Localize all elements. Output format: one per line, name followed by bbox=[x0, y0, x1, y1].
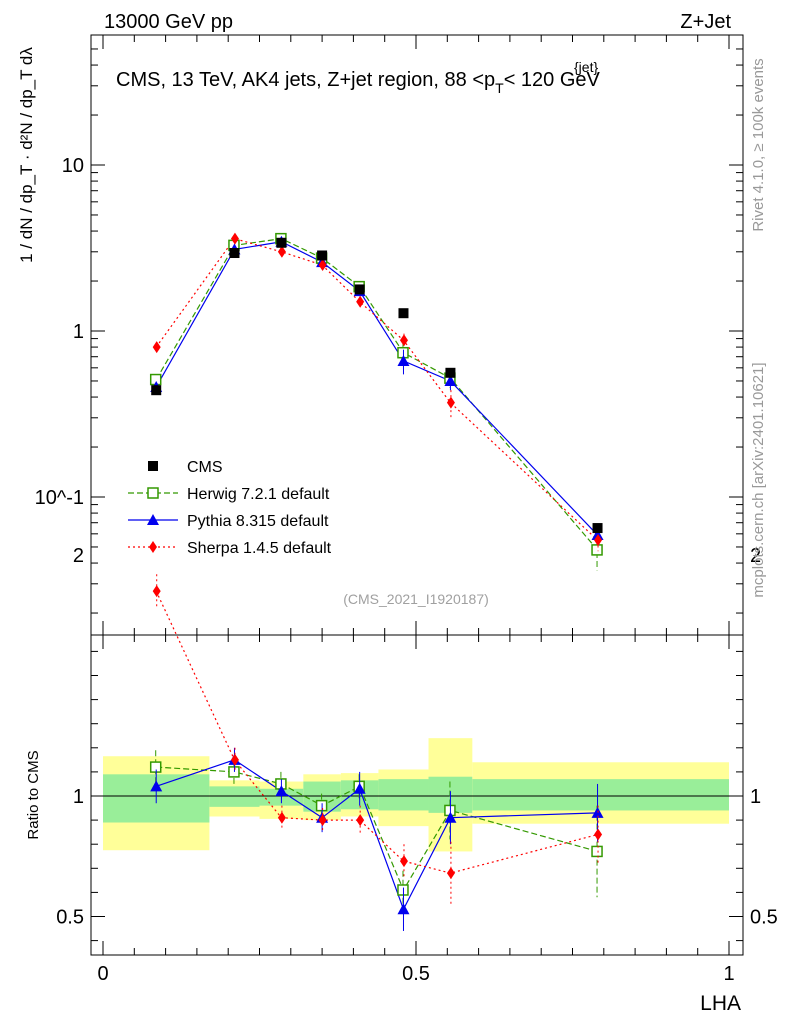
cms-data-point bbox=[592, 523, 603, 534]
pythia-main-point bbox=[444, 374, 457, 386]
analysis-watermark: (CMS_2021_I1920187) bbox=[343, 591, 489, 607]
chart-title-tail: < 120 GeV bbox=[504, 69, 601, 91]
sherpa-ratio-line bbox=[155, 590, 598, 874]
header-left: 13000 GeV pp bbox=[104, 11, 233, 33]
ratio-stat-band bbox=[472, 779, 729, 811]
sherpa-ratio-point bbox=[356, 814, 365, 827]
sherpa-main-point bbox=[356, 295, 365, 308]
pythia-ratio-point bbox=[353, 782, 366, 794]
ratio-y-tick-label: 0.5 bbox=[750, 907, 778, 929]
legend-label: Pythia 8.315 default bbox=[187, 513, 329, 530]
series-lines bbox=[155, 237, 598, 911]
ratio-stat-band bbox=[378, 779, 429, 811]
cms-data-point bbox=[317, 250, 328, 261]
cms-data-point bbox=[276, 237, 287, 248]
sherpa-main-line bbox=[155, 237, 598, 541]
chart-title-sub: T bbox=[495, 80, 504, 96]
cms-data-point bbox=[151, 385, 162, 396]
herwig-ratio-point bbox=[591, 845, 603, 858]
x-tick-label: 1 bbox=[723, 963, 734, 985]
ratio-ylabel: Ratio to CMS bbox=[25, 750, 42, 839]
sherpa-main-point bbox=[152, 341, 161, 354]
ratio-y-tick-label: 2 bbox=[73, 545, 84, 567]
sherpa-main-point bbox=[277, 245, 286, 258]
herwig-main-line bbox=[155, 238, 598, 551]
legend-marker bbox=[147, 487, 159, 499]
pythia-ratio-point bbox=[397, 903, 410, 915]
main-ylabel: 1 / dN / dp_T · d²N / dp_T dλ bbox=[17, 47, 36, 263]
pythia-main-point bbox=[397, 354, 410, 366]
herwig-main-point bbox=[591, 544, 603, 556]
legend-marker bbox=[148, 461, 158, 471]
chart-title: CMS, 13 TeV, AK4 jets, Z+jet region, 88 … bbox=[116, 69, 601, 96]
legend: CMS Herwig 7.2.1 default Pythia 8.315 defa… bbox=[128, 459, 332, 557]
pythia-ratio-point bbox=[150, 780, 163, 792]
sherpa-main-point bbox=[230, 232, 239, 245]
sherpa-ratio-point bbox=[446, 867, 455, 880]
chart-title-main: CMS, 13 TeV, AK4 jets, Z+jet region, 88 … bbox=[116, 69, 495, 91]
sherpa-ratio-point bbox=[152, 585, 161, 598]
sherpa-ratio-point bbox=[277, 811, 286, 824]
legend-label: Herwig 7.2.1 default bbox=[187, 486, 330, 503]
axis-ticks: 0 0.5 1 10 1 10^-1 0.5 0.5 1 1 2 2 bbox=[35, 35, 778, 985]
x-tick-label: 0.5 bbox=[402, 963, 430, 985]
main-y-tick-label: 1 bbox=[73, 321, 84, 343]
pythia-ratio-point bbox=[275, 785, 288, 797]
sherpa-main-point bbox=[446, 396, 455, 409]
legend-label: Sherpa 1.4.5 default bbox=[187, 540, 332, 557]
herwig-ratio-line bbox=[156, 766, 598, 892]
main-y-tick-label: 10^-1 bbox=[35, 487, 84, 509]
pythia-main-line bbox=[155, 241, 598, 536]
header-right: Z+Jet bbox=[680, 11, 731, 33]
legend-marker bbox=[149, 541, 157, 553]
pythia-ratio-line bbox=[156, 759, 598, 911]
main-y-tick-label: 10 bbox=[62, 155, 84, 177]
sherpa-main-point bbox=[594, 534, 603, 547]
ratio-y-tick-label: 0.5 bbox=[56, 907, 84, 929]
cms-data-point bbox=[445, 367, 456, 378]
xlabel: LHA bbox=[700, 992, 741, 1015]
ratio-y-tick-label: 2 bbox=[750, 545, 761, 567]
sherpa-ratio-point bbox=[318, 814, 327, 827]
pythia-ratio-point bbox=[444, 811, 457, 823]
sherpa-ratio-point bbox=[230, 753, 239, 766]
ratio-uncertainty-bands bbox=[103, 738, 729, 852]
mcplots-label: mcplots.cern.ch [arXiv:2401.10621] bbox=[750, 362, 767, 597]
legend-marker bbox=[147, 514, 159, 525]
ratio-y-tick-label: 1 bbox=[750, 786, 761, 808]
cms-data-point bbox=[398, 308, 409, 319]
sherpa-ratio-point bbox=[399, 855, 408, 868]
cms-data-point bbox=[354, 284, 365, 295]
pythia-main-point bbox=[591, 529, 604, 541]
ratio-y-tick-label: 1 bbox=[73, 786, 84, 808]
markers bbox=[149, 232, 604, 931]
ratio-panel-frame bbox=[90, 634, 744, 956]
sherpa-ratio-point bbox=[594, 828, 603, 841]
sherpa-main-point bbox=[318, 258, 327, 271]
x-tick-label: 0 bbox=[97, 963, 108, 985]
sherpa-main-point bbox=[399, 334, 408, 347]
chart-title-sup: {jet} bbox=[574, 59, 598, 75]
rivet-label: Rivet 4.1.0, ≥ 100k events bbox=[750, 58, 767, 231]
legend-label: CMS bbox=[187, 459, 223, 476]
ratio-stat-band bbox=[209, 786, 260, 807]
cms-data-point bbox=[229, 248, 240, 259]
